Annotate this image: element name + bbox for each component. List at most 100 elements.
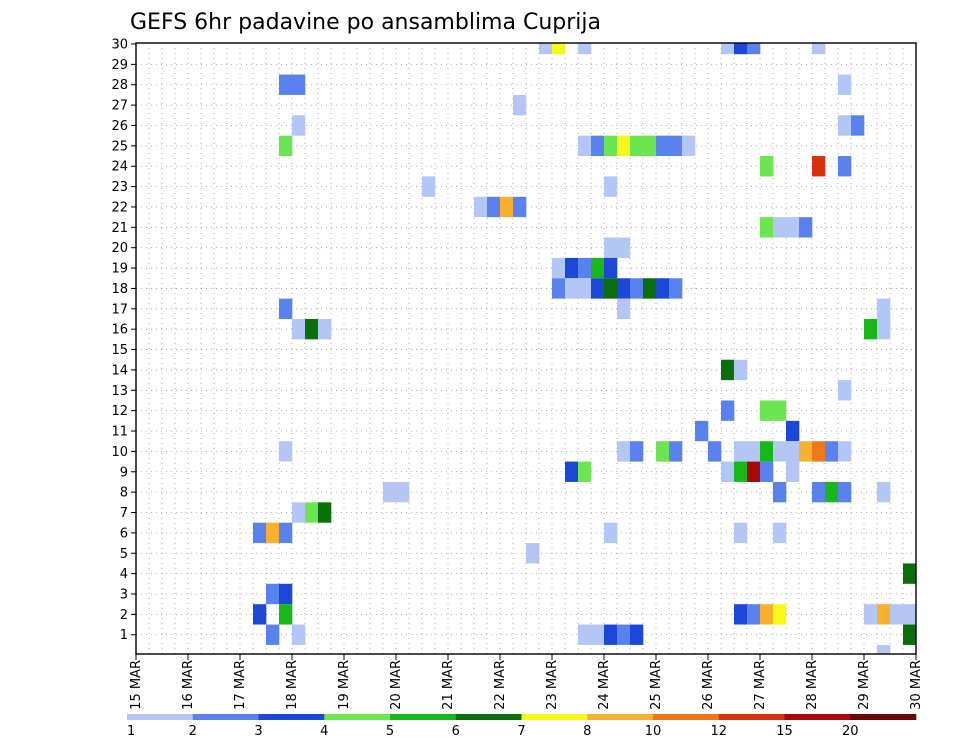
heatmap-cell	[539, 43, 553, 55]
colorbar-label: 5	[386, 724, 394, 739]
heatmap-cell	[591, 257, 605, 279]
heatmap-cell	[552, 43, 566, 55]
colorbar-segment	[521, 714, 588, 720]
heatmap-cell	[838, 74, 852, 95]
heatmap-cell	[721, 43, 735, 55]
y-tick-label: 19	[111, 262, 128, 277]
heatmap-cell	[747, 604, 761, 625]
y-tick-label: 18	[111, 282, 128, 297]
x-tick-label: 20 MAR	[389, 660, 404, 710]
heatmap-cell	[682, 135, 696, 157]
x-axis: 15 MAR 16 MAR 17 MAR 18 MAR 19 MAR 20 MAR 21 M…	[129, 654, 924, 710]
colorbar-segment	[850, 714, 917, 720]
heatmap-cell	[578, 43, 592, 55]
heatmap-cell	[760, 217, 774, 238]
heatmap-cell	[292, 318, 306, 340]
colorbar-segment	[192, 714, 259, 720]
heatmap-cell	[266, 624, 280, 645]
heatmap-cell	[318, 502, 332, 523]
x-tick-label: 26 MAR	[701, 660, 716, 710]
colorbar-label: 10	[645, 724, 662, 739]
heatmap-cell	[812, 43, 826, 55]
heatmap-cell	[695, 420, 709, 442]
y-tick-label: 15	[111, 343, 128, 358]
heatmap-cell	[292, 115, 306, 136]
heatmap-cell	[396, 481, 410, 503]
heatmap-cell	[747, 461, 761, 482]
heatmap-cell	[812, 481, 826, 503]
heatmap-cell	[279, 135, 293, 157]
y-tick-label: 17	[111, 302, 128, 317]
y-tick-label: 22	[111, 200, 128, 215]
heatmap-cell	[760, 441, 774, 462]
y-tick-label: 21	[111, 221, 128, 236]
y-tick-label: 23	[111, 180, 128, 195]
heatmap-cell	[266, 522, 280, 544]
heatmap-cell	[877, 644, 891, 654]
heatmap-cell	[617, 441, 631, 462]
heatmap-cell	[721, 359, 735, 381]
heatmap-cell	[279, 604, 293, 625]
heatmap-cell	[565, 278, 579, 299]
heatmap-cell	[760, 400, 774, 421]
heatmap-cell	[760, 461, 774, 482]
colorbar-segment	[258, 714, 325, 720]
heatmap-cell	[292, 502, 306, 523]
heatmap-cell	[604, 135, 618, 157]
heatmap-cell	[760, 604, 774, 625]
x-tick-label: 16 MAR	[181, 660, 196, 710]
heatmap-cell	[617, 624, 631, 645]
heatmap-cell	[318, 318, 332, 340]
y-tick-label: 20	[111, 241, 128, 256]
y-tick-label: 29	[111, 58, 128, 73]
colorbar-label: 3	[254, 724, 262, 739]
heatmap-cell	[734, 441, 748, 462]
y-tick-label: 28	[111, 78, 128, 93]
x-tick-label: 19 MAR	[337, 660, 352, 710]
y-tick-label: 10	[111, 445, 128, 460]
x-tick-label: 29 MAR	[857, 660, 872, 710]
heatmap-cell	[669, 278, 683, 299]
heatmap-cell	[279, 298, 293, 319]
y-tick-label: 2	[120, 608, 128, 623]
heatmap-cell	[825, 481, 839, 503]
heatmap-cell	[292, 74, 306, 95]
heatmap-cell	[500, 196, 514, 218]
heatmap-cell	[903, 563, 917, 584]
heatmap-cell	[305, 318, 319, 340]
heatmap-cell	[838, 380, 852, 401]
colorbar-segment	[784, 714, 851, 720]
heatmap-cell	[292, 624, 306, 645]
x-tick-label: 27 MAR	[753, 660, 768, 710]
x-tick-label: 25 MAR	[649, 660, 664, 710]
heatmap-cell	[747, 441, 761, 462]
heatmap-cell	[838, 441, 852, 462]
heatmap-cell	[877, 604, 891, 625]
x-tick-label: 21 MAR	[441, 660, 456, 710]
heatmap-cell	[630, 441, 644, 462]
heatmap-cell	[877, 298, 891, 319]
colorbar-label: 8	[583, 724, 591, 739]
colorbar-segment	[718, 714, 785, 720]
heatmap-cell	[721, 400, 735, 421]
heatmap-cell	[838, 156, 852, 177]
heatmap-cell	[279, 74, 293, 95]
heatmap-cell	[864, 318, 878, 340]
heatmap-cell	[591, 135, 605, 157]
heatmap-cell	[578, 624, 592, 645]
heatmap-cell	[812, 441, 826, 462]
heatmap-cell	[604, 278, 618, 299]
x-tick-label: 22 MAR	[493, 660, 508, 710]
colorbar: 1 2 3 4 5 6 7 8 10 12 15 20	[127, 714, 917, 739]
heatmap-cell	[513, 94, 527, 116]
heatmap-cell	[591, 278, 605, 299]
gridlines	[136, 43, 916, 654]
heatmap-cell	[617, 278, 631, 299]
y-tick-label: 9	[120, 465, 128, 480]
y-tick-label: 1	[120, 628, 128, 643]
heatmap-cell	[305, 502, 319, 523]
y-tick-label: 8	[120, 486, 128, 501]
heatmap-cell	[747, 43, 761, 55]
heatmap-cell	[773, 217, 787, 238]
chart-title: GEFS 6hr padavine po ansamblima Cuprija	[130, 10, 601, 35]
